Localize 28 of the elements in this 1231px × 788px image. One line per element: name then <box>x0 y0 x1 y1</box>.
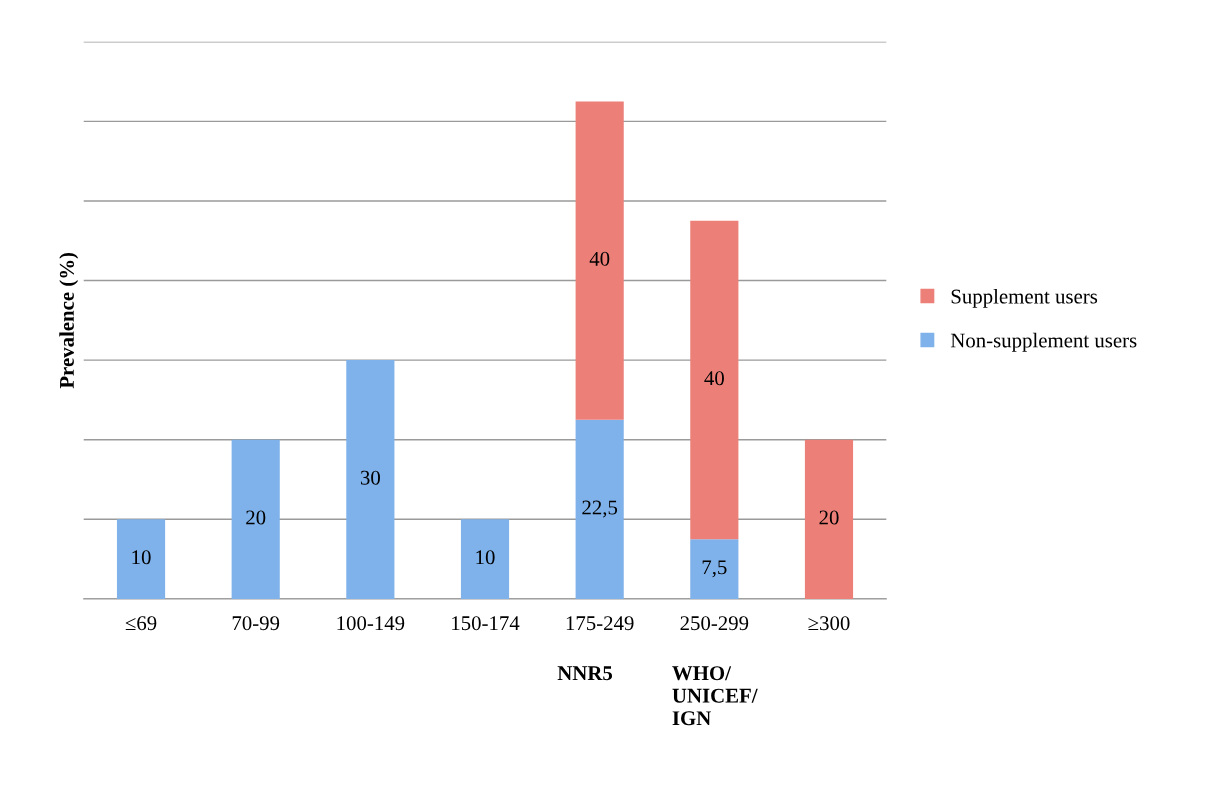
data-label: 10 <box>132 550 151 565</box>
bar <box>460 519 510 599</box>
data-label: 20 <box>819 510 839 525</box>
bar <box>346 360 395 599</box>
bar <box>804 439 854 599</box>
data-label: 30 <box>360 470 380 485</box>
data-label: 20 <box>246 510 266 525</box>
bar <box>690 539 739 599</box>
bar <box>575 101 624 420</box>
category-label: 250-299 WHO/ UNICEF/ IGN <box>672 616 758 726</box>
legend-label: Non-supplement users <box>950 332 1137 352</box>
x-tick-label: 70-99 <box>232 616 280 631</box>
legend-label: Supplement users <box>951 288 1098 308</box>
x-tick-label: ≥300 <box>808 616 850 631</box>
bar <box>575 419 624 599</box>
y-axis-title: Prevalence (%) <box>59 252 79 389</box>
bar <box>231 439 280 599</box>
data-label: 40 <box>589 251 610 266</box>
data-label: 10 <box>476 550 495 565</box>
category-label: 175-249 NNR5 <box>557 616 634 681</box>
data-label: 7,5 <box>702 560 727 578</box>
bar <box>116 519 166 599</box>
x-tick-label: 100-149 <box>337 616 405 631</box>
x-tick-label: 150-174 <box>452 616 520 631</box>
bar <box>690 220 739 540</box>
x-tick-label: ≤69 <box>125 616 157 631</box>
data-label: 40 <box>704 371 724 386</box>
data-label: 22,5 <box>582 500 618 518</box>
